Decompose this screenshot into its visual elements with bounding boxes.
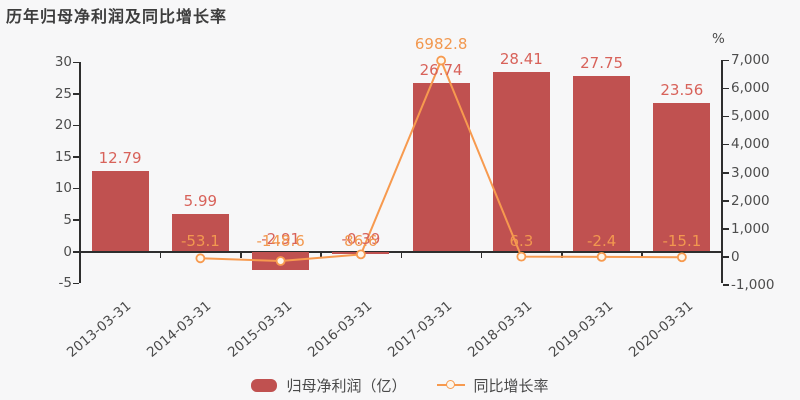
y-left-tick-mark	[73, 282, 79, 285]
x-axis-tick-mark	[240, 253, 242, 258]
bar[interactable]	[171, 213, 229, 252]
y-left-tick-label: -5	[58, 275, 72, 292]
y-right-tick-mark	[723, 228, 729, 230]
bar[interactable]	[573, 76, 631, 252]
bar-value-label: 26.74	[419, 60, 463, 79]
x-axis-tick-mark	[641, 253, 643, 258]
y-right-tick-label: 7,000	[731, 52, 770, 69]
bar[interactable]	[412, 82, 470, 252]
line-point-marker[interactable]	[596, 251, 607, 262]
bar[interactable]	[653, 102, 711, 252]
x-axis-tick-mark	[320, 253, 322, 258]
line-value-label: -15.1	[662, 232, 702, 250]
line-value-label: 86.6	[344, 232, 378, 250]
y-right-tick-mark	[723, 200, 729, 202]
y-right-tick-label: 6,000	[731, 80, 770, 97]
legend-label: 归母净利润（亿）	[286, 376, 407, 395]
line-point-marker[interactable]	[355, 249, 366, 260]
y-right-tick-mark	[723, 87, 729, 90]
line-point-marker[interactable]	[275, 256, 286, 266]
legend-item-net-profit[interactable]: 归母净利润（亿）	[251, 375, 407, 396]
bar-legend-swatch	[251, 378, 278, 392]
line-value-label: -2.4	[586, 232, 617, 250]
y-right-tick-mark	[723, 284, 729, 286]
line-point-marker[interactable]	[436, 55, 447, 66]
line-point-marker[interactable]	[195, 253, 206, 264]
bar-value-label: 12.79	[98, 148, 142, 167]
line-value-label: 6982.8	[414, 34, 468, 53]
bar-value-label: -2.91	[261, 229, 301, 248]
y-left-tick-mark	[73, 187, 79, 190]
bar-value-label: 23.56	[660, 80, 704, 99]
y-right-tick-label: 0	[731, 248, 740, 265]
x-axis-tick-mark	[480, 253, 483, 258]
y-right-tick-mark	[723, 143, 729, 146]
y-left-tick-label: 15	[54, 148, 72, 165]
bar-value-label: 28.41	[499, 50, 543, 69]
y-right-tick-mark	[723, 256, 729, 258]
x-axis-tick-mark	[561, 253, 563, 258]
y-right-tick-label: -1,000	[731, 276, 775, 293]
line-legend-swatch	[436, 379, 465, 391]
y-left-tick-label: 30	[54, 54, 72, 71]
y-axis-left-line	[78, 62, 81, 283]
x-axis-tick-mark	[721, 253, 723, 258]
y-right-tick-label: 1,000	[731, 220, 770, 237]
y-left-tick-label: 10	[54, 180, 72, 197]
line-value-label: -148.6	[256, 232, 305, 250]
chart-title: 历年归母净利润及同比增长率	[6, 7, 228, 26]
bar[interactable]	[492, 72, 550, 252]
y-left-tick-mark	[73, 61, 79, 64]
y-right-tick-label: 2,000	[731, 192, 770, 209]
legend-label: 同比增长率	[473, 376, 549, 395]
y-left-tick-mark	[73, 251, 79, 253]
x-axis-line	[80, 251, 722, 253]
legend-item-growth-rate[interactable]: 同比增长率	[436, 375, 549, 396]
y-left-tick-mark	[73, 219, 79, 221]
y-right-tick-label: 4,000	[731, 136, 770, 153]
x-axis-tick-mark	[79, 253, 81, 258]
line-value-label: 6.3	[509, 232, 534, 250]
bar-value-label: -0.39	[341, 229, 381, 248]
y-left-tick-label: 5	[63, 211, 72, 228]
y-right-tick-mark	[723, 59, 729, 62]
bar-value-label: 27.75	[580, 54, 624, 73]
line-point-marker[interactable]	[516, 251, 527, 262]
y-right-tick-label: 3,000	[731, 164, 770, 181]
line-legend-circle-icon	[445, 380, 455, 389]
y-left-tick-mark	[73, 156, 79, 158]
right-axis-unit-label: %	[712, 31, 725, 47]
bar[interactable]	[91, 170, 149, 252]
y-right-tick-mark	[723, 115, 729, 118]
y-right-tick-label: 5,000	[731, 108, 770, 125]
x-axis-tick-mark	[400, 253, 402, 258]
y-left-tick-label: 25	[54, 85, 72, 102]
y-left-tick-label: 20	[54, 117, 72, 134]
y-left-tick-mark	[73, 124, 79, 127]
y-right-tick-mark	[723, 172, 729, 174]
x-axis-tick-mark	[159, 253, 162, 258]
y-axis-right-line	[721, 60, 723, 283]
y-left-tick-mark	[73, 93, 79, 95]
legend: 归母净利润（亿） 同比增长率	[0, 372, 800, 398]
y-left-tick-label: 0	[63, 243, 72, 260]
line-point-marker[interactable]	[676, 252, 687, 263]
bar-value-label: 5.99	[183, 191, 218, 210]
line-value-label: -53.1	[180, 232, 220, 250]
